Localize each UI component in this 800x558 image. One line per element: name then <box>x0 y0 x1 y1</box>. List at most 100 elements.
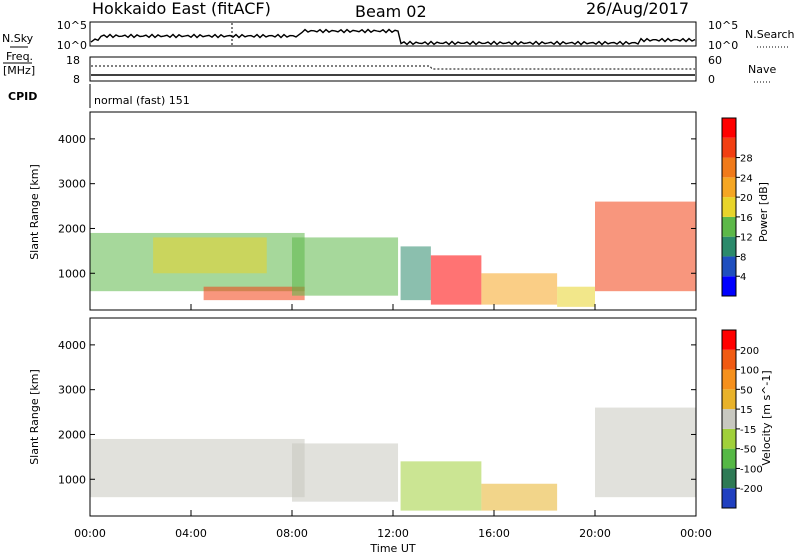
power-region-2 <box>203 286 305 301</box>
date-label: 26/Aug/2017 <box>586 0 689 18</box>
x-tick-label: 04:00 <box>175 527 207 540</box>
velocity-colorbar-tick-label: 50 <box>740 385 753 396</box>
power-colorbar-swatch <box>722 236 736 257</box>
nsky-panel: N.Sky 10^5 10^0 10^5 10^0 N.Search <box>2 19 795 52</box>
velocity-region-2 <box>400 461 482 511</box>
power-colorbar-swatch <box>722 137 736 158</box>
velocity-colorbar-label: Velocity [m s^-1] <box>760 370 773 465</box>
power-colorbar-tick-label: 12 <box>740 233 753 244</box>
power-colorbar-tick-label: 20 <box>740 193 753 204</box>
x-tick-label: 12:00 <box>377 527 409 540</box>
velocity-colorbar: Velocity [m s^-1] 200 100 50 15 -15 -50 -100 -2… <box>721 329 773 509</box>
power-ytick-label: 3000 <box>58 178 86 191</box>
power-panel: 1000 2000 3000 4000 Slant Range [km] <box>28 111 697 311</box>
power-region-8 <box>595 201 696 292</box>
x-tick-label: 00:00 <box>74 527 106 540</box>
power-region-6 <box>481 273 558 305</box>
velocity-colorbar-swatch <box>722 389 736 410</box>
power-colorbar-tick-label: 28 <box>740 154 753 165</box>
velocity-colorbar-frame <box>721 329 737 509</box>
nsky-frame <box>89 21 697 47</box>
velocity-ytick-label: 1000 <box>58 473 86 486</box>
power-region-5 <box>430 255 482 305</box>
x-tick-label: 08:00 <box>276 527 308 540</box>
freq-tick-bottom: 8 <box>73 73 80 86</box>
power-colorbar-swatch <box>722 216 736 237</box>
velocity-colorbar-swatch <box>722 330 736 350</box>
velocity-colorbar-tick-label: -50 <box>740 445 756 456</box>
nsky-tick-top: 10^5 <box>57 19 87 32</box>
velocity-colorbar-tick-label: 200 <box>740 346 759 357</box>
x-tick-label: 20:00 <box>579 527 611 540</box>
nsky-trace <box>90 28 696 46</box>
power-region-4 <box>400 246 431 301</box>
power-colorbar-swatch <box>722 197 736 217</box>
velocity-ylabel: Slant Range [km] <box>28 369 41 465</box>
velocity-colorbar-tick-label: 15 <box>740 405 753 416</box>
nsky-tick-bottom: 10^0 <box>57 39 87 52</box>
power-colorbar-swatch <box>722 276 736 296</box>
velocity-colorbar-swatch <box>722 468 736 489</box>
power-colorbar-swatch <box>722 157 736 178</box>
velocity-colorbar-tick-label: -200 <box>740 484 763 495</box>
power-ylabel: Slant Range [km] <box>28 164 41 260</box>
power-colorbar-tick-label: 16 <box>740 213 753 224</box>
velocity-colorbar-swatch <box>722 448 736 469</box>
velocity-region-4 <box>595 407 696 498</box>
nave-trace <box>91 65 695 70</box>
power-colorbar-tick-label: 8 <box>740 252 746 263</box>
power-ytick-label: 4000 <box>58 133 86 146</box>
x-tick-label: 16:00 <box>478 527 510 540</box>
power-colorbar-swatch <box>722 118 736 138</box>
power-regions <box>90 201 696 307</box>
velocity-region-1 <box>292 443 399 502</box>
nsearch-tick-bottom: 10^0 <box>708 39 738 52</box>
x-axis: 00:00 04:00 08:00 12:00 16:00 20:00 00:00 <box>74 527 712 540</box>
power-colorbar-label: Power [dB] <box>757 182 770 242</box>
velocity-region-3 <box>481 483 558 511</box>
velocity-regions <box>90 407 696 511</box>
power-region-1 <box>153 237 267 274</box>
velocity-region-0 <box>90 438 305 498</box>
velocity-colorbar-swatch <box>722 349 736 370</box>
power-colorbar-swatch <box>722 256 736 277</box>
power-colorbar: Power [dB] 4 8 12 16 20 24 28 <box>721 117 770 297</box>
plot-title: Hokkaido East (fitACF) <box>92 0 271 18</box>
freq-tick-top: 18 <box>66 54 80 67</box>
power-colorbar-swatch <box>722 177 736 198</box>
power-region-7 <box>557 286 595 307</box>
nsearch-label: N.Search <box>745 28 795 41</box>
nave-tick-bottom: 0 <box>708 73 715 86</box>
velocity-colorbar-swatch <box>722 409 736 429</box>
power-colorbar-tick-label: 24 <box>740 173 753 184</box>
freq-label: Freq. <box>6 50 33 63</box>
freq-frame <box>89 56 697 82</box>
power-ytick-label: 2000 <box>58 222 86 235</box>
nsky-label: N.Sky <box>2 32 34 45</box>
power-region-3 <box>292 237 399 296</box>
cpid-text: normal (fast) 151 <box>94 94 190 107</box>
power-ytick-label: 1000 <box>58 267 86 280</box>
nsearch-tick-top: 10^5 <box>708 19 738 32</box>
x-tick-label: 00:00 <box>680 527 712 540</box>
velocity-panel: 1000 2000 3000 4000 Slant Range [km] <box>28 317 697 517</box>
velocity-colorbar-swatch <box>722 488 736 508</box>
velocity-colorbar-swatch <box>722 428 736 449</box>
nave-label: Nave <box>748 63 776 76</box>
velocity-ytick-label: 3000 <box>58 384 86 397</box>
velocity-colorbar-swatch <box>722 369 736 390</box>
freq-unit: [MHz] <box>3 64 35 77</box>
power-colorbar-frame <box>721 117 737 297</box>
velocity-ytick-label: 4000 <box>58 339 86 352</box>
velocity-colorbar-tick-label: 100 <box>740 366 759 377</box>
power-colorbar-tick-label: 4 <box>740 272 746 283</box>
x-axis-label: Time UT <box>369 542 415 554</box>
cpid-label: CPID <box>8 90 37 103</box>
velocity-colorbar-tick-label: -15 <box>740 425 756 436</box>
freq-panel: Freq. [MHz] 18 8 60 0 Nave <box>3 50 776 86</box>
velocity-ytick-label: 2000 <box>58 428 86 441</box>
beam-label: Beam 02 <box>355 2 427 21</box>
velocity-colorbar-tick-label: -100 <box>740 464 763 475</box>
nave-tick-top: 60 <box>708 54 722 67</box>
